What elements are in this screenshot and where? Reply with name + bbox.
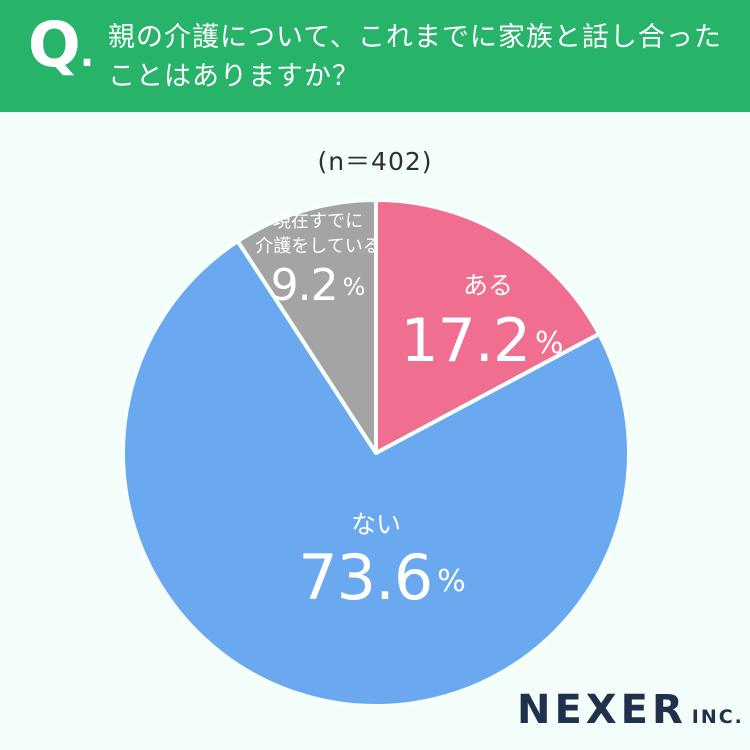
question-dot: . [79,31,95,75]
slice-label-2-line-1: 介護をしている [255,236,380,257]
question-header: Q. 親の介護について、これまでに家族と話し合ったことはありますか？ [0,0,750,112]
slice-unit-1: % [437,564,466,599]
question-letter: Q [28,8,81,81]
slice-label-group-0: ある 17.2% [400,271,563,376]
slice-percent-2: 9.2% [271,260,366,311]
slice-percent-1: 73.6% [298,541,466,614]
question-mark: Q. [28,14,95,76]
slice-value-0: 17.2 [400,306,530,376]
slice-label-2-line-0: 現在すでに [273,211,363,232]
slice-label-0-line-0: ある [463,271,513,300]
sample-size: (n＝402) [317,147,433,176]
slice-unit-0: % [535,326,564,361]
slice-unit-2: % [343,273,366,301]
slice-value-2: 9.2 [271,260,338,311]
pie-slice-2 [235,198,378,455]
brand-name: NEXER [517,687,687,733]
brand-logo: NEXER INC. [517,690,744,730]
pie-slice-0 [374,198,602,455]
question-text: 親の介護について、これまでに家族と話し合ったことはありますか？ [108,22,722,92]
brand-suffix: INC. [691,706,744,728]
pie-slice-1 [121,239,631,708]
slice-percent-0: 17.2% [400,306,563,376]
slice-label-1-line-0: ない [351,510,401,539]
slice-value-1: 73.6 [298,541,432,614]
